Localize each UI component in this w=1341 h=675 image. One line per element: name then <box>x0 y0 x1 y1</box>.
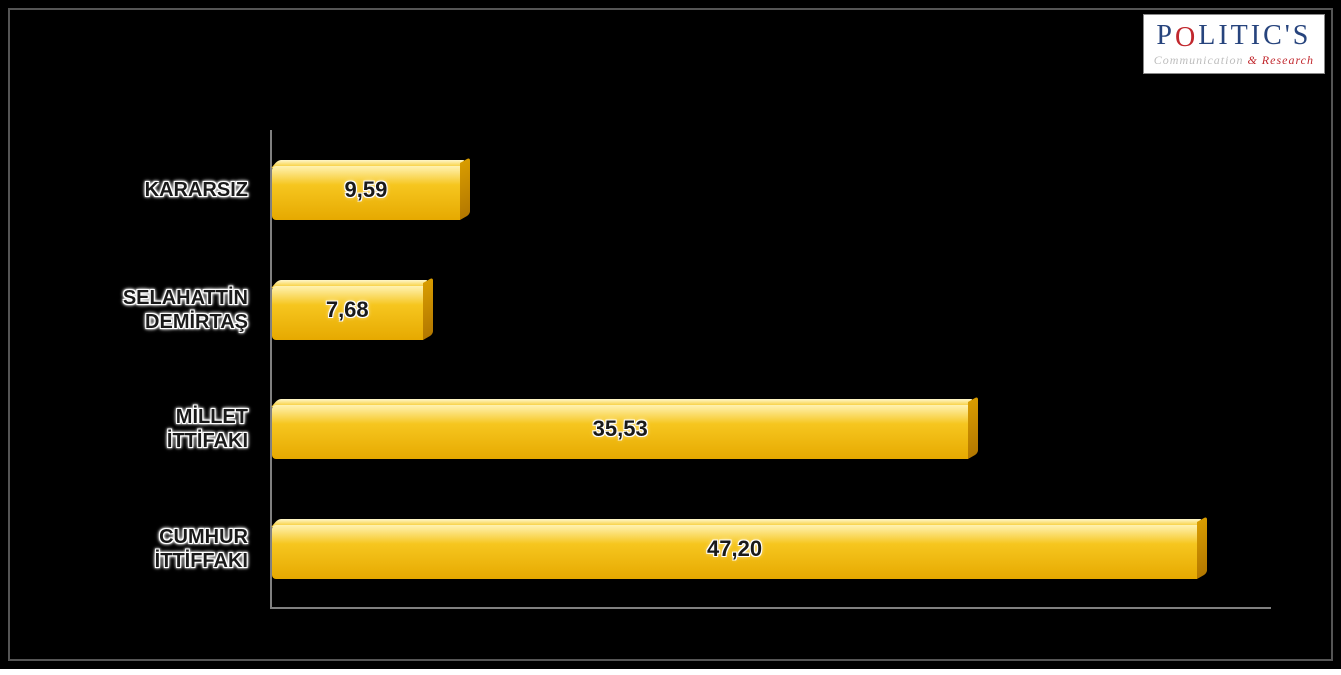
inner-frame: POLITIC'S Communication & Research KARAR… <box>8 8 1333 661</box>
bar-rows: KARARSIZ 9,59 SELAHATTİNDEMİRTAŞ 7,68 MİLLET… <box>40 130 1271 609</box>
value-label: 35,53 <box>593 416 648 442</box>
logo-main: POLITIC'S <box>1154 21 1314 54</box>
logo-sub-grey: Communication <box>1154 53 1244 67</box>
logo-red-o: O <box>1175 23 1198 54</box>
category-label: MİLLETİTTİFAKI <box>40 405 260 453</box>
category-label: CUMHURİTTİFFAKI <box>40 525 260 573</box>
logo-sub-amp: & <box>1243 53 1261 67</box>
bar: 9,59 <box>272 160 472 220</box>
logo-box: POLITIC'S Communication & Research <box>1143 14 1325 74</box>
bar-row: MİLLETİTTİFAKI 35,53 <box>40 384 1271 474</box>
category-label: SELAHATTİNDEMİRTAŞ <box>40 286 260 334</box>
bar-row: KARARSIZ 9,59 <box>40 145 1271 235</box>
logo-sub-red: Research <box>1262 53 1314 67</box>
value-label: 9,59 <box>345 177 388 203</box>
bar: 7,68 <box>272 280 435 340</box>
category-label: KARARSIZ <box>40 178 260 202</box>
bar-row: SELAHATTİNDEMİRTAŞ 7,68 <box>40 265 1271 355</box>
bar-row: CUMHURİTTİFFAKI 47,20 <box>40 504 1271 594</box>
bar: 47,20 <box>272 519 1209 579</box>
outer-frame: POLITIC'S Communication & Research KARAR… <box>0 0 1341 669</box>
logo-sub: Communication & Research <box>1154 54 1314 67</box>
logo-post: LITIC'S <box>1198 20 1311 51</box>
value-label: 7,68 <box>326 297 369 323</box>
chart-area: KARARSIZ 9,59 SELAHATTİNDEMİRTAŞ 7,68 MİLLET… <box>40 130 1291 609</box>
logo-pre: P <box>1156 20 1175 51</box>
bar: 35,53 <box>272 399 980 459</box>
value-label: 47,20 <box>707 536 762 562</box>
